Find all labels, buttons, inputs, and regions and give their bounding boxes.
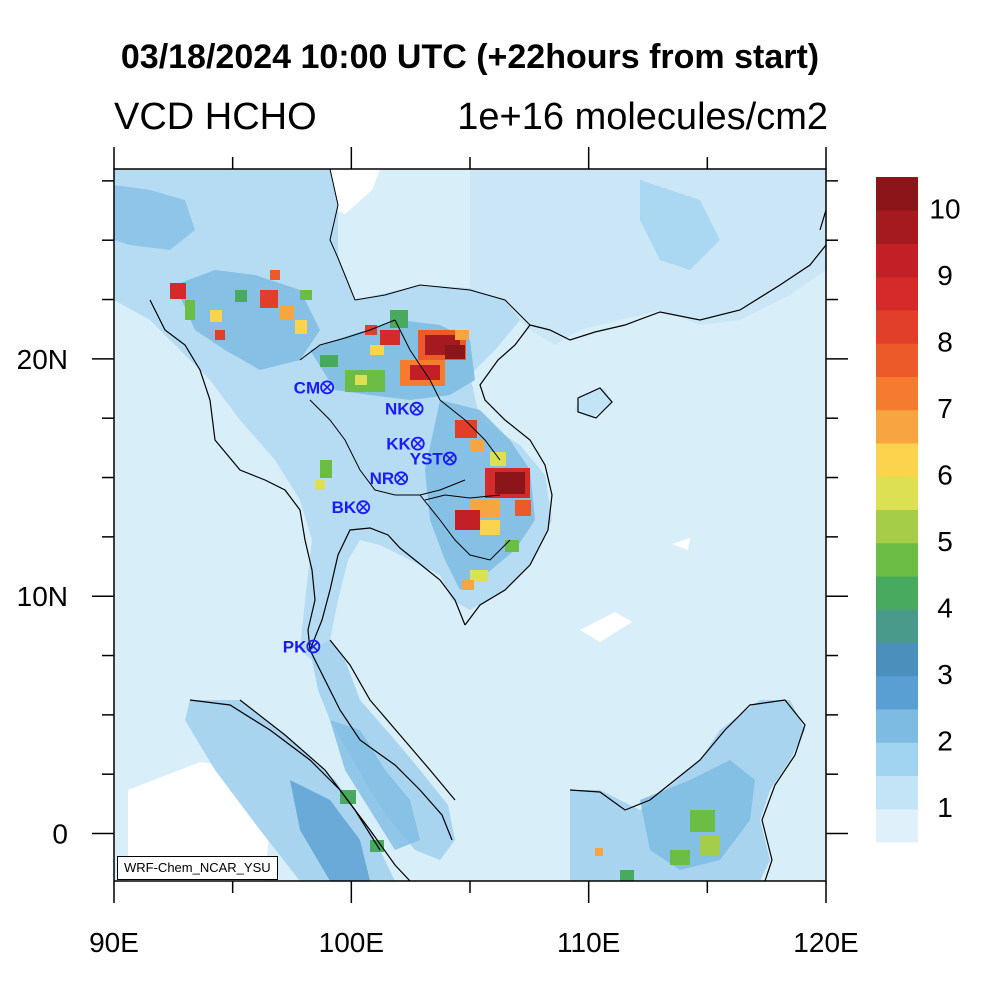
city-marker: KK	[386, 435, 425, 454]
colorbar-swatch	[876, 775, 918, 810]
city-marker: NK	[385, 400, 424, 419]
colorbar-swatch	[876, 609, 918, 643]
colorbar-label: 5	[937, 526, 953, 557]
colorbar-label: 3	[937, 659, 953, 690]
city-label: BK	[332, 498, 357, 517]
colorbar-swatch	[876, 243, 918, 278]
colorbar-labels: 1 2 3 4 5 6 7 8 9 10	[929, 193, 960, 823]
units-label: 1e+16 molecules/cm2	[457, 96, 828, 138]
high-concentration-pixels	[170, 270, 720, 881]
colorbar-label: 10	[929, 193, 960, 224]
x-tick-label: 90E	[89, 927, 139, 958]
y-tick-label: 20N	[17, 344, 68, 375]
colorbar-swatch	[876, 808, 918, 843]
colorbar-swatch	[876, 709, 918, 743]
colorbar-swatch	[876, 476, 918, 510]
colorbar-swatch	[876, 210, 918, 244]
colorbar-swatch	[876, 376, 918, 411]
colorbar-label: 1	[937, 792, 953, 823]
y-tick-label: 0	[52, 819, 68, 850]
colorbar-swatch	[876, 675, 918, 710]
country-borders	[299, 169, 531, 561]
colorbar-label: 4	[937, 592, 953, 623]
axis-tick-labels: 90E 100E 110E 120E 0 10N 20N	[17, 344, 859, 958]
land-china	[470, 169, 826, 345]
x-tick-label: 120E	[793, 927, 858, 958]
city-marker: YST	[410, 450, 457, 469]
colorbar-swatch	[876, 742, 918, 776]
colorbar-swatch	[876, 409, 918, 444]
axis-ticks	[92, 147, 848, 903]
x-tick-label: 110E	[557, 927, 620, 958]
colorbar-label: 7	[937, 393, 953, 424]
city-marker: BK	[332, 498, 371, 517]
model-credit: WRF-Chem_NCAR_YSU	[117, 856, 278, 880]
coastlines	[149, 209, 826, 881]
colorbar-swatch	[876, 542, 918, 577]
city-marker: CM	[294, 378, 335, 397]
colorbar-swatch	[876, 177, 918, 211]
colorbar-swatch	[876, 343, 918, 377]
city-label: NR	[370, 469, 395, 488]
colorbar-swatch	[876, 509, 918, 544]
colorbar-label: 9	[937, 260, 953, 291]
city-label: PK	[283, 638, 307, 657]
land-shading	[114, 169, 826, 881]
colorbar-label: 2	[937, 725, 953, 756]
city-marker: PK	[283, 638, 321, 657]
colorbar-label: 6	[937, 459, 953, 490]
city-label: KK	[386, 435, 411, 454]
plot-title: 03/18/2024 10:00 UTC (+22hours from star…	[120, 38, 820, 76]
colorbar	[876, 177, 918, 843]
map-area	[114, 169, 826, 881]
colorbar-swatch	[876, 443, 918, 477]
variable-label: VCD HCHO	[114, 96, 317, 138]
colorbar-swatch	[876, 642, 918, 677]
colorbar-label: 8	[937, 326, 953, 357]
city-label: YST	[410, 450, 444, 469]
colorbar-swatch	[876, 276, 918, 311]
y-tick-label: 10N	[17, 581, 68, 612]
colorbar-swatch	[876, 310, 918, 344]
city-label: CM	[294, 378, 320, 397]
colorbar-swatch	[876, 576, 918, 610]
x-tick-label: 100E	[319, 927, 384, 958]
land-malay-peninsula	[310, 640, 455, 860]
city-label: NK	[385, 400, 410, 419]
city-marker: NR	[370, 469, 409, 488]
